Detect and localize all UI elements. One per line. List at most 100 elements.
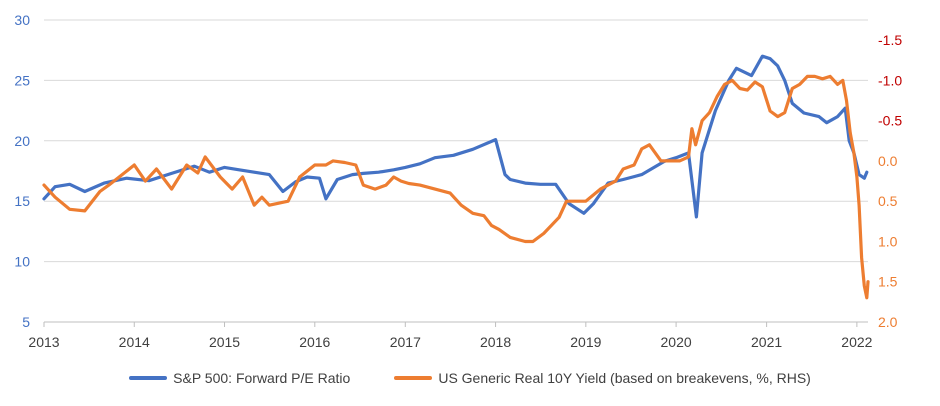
series-1-point-69 <box>761 85 764 89</box>
series-1-point-34 <box>433 187 437 191</box>
x-tick-2022: 2022 <box>841 334 872 350</box>
series-0-point-5 <box>125 177 128 180</box>
series-1-point-50 <box>614 179 617 183</box>
series-1-point-58 <box>687 155 690 159</box>
series-0-point-63 <box>863 177 866 180</box>
y-left-tick-5: 5 <box>22 314 30 330</box>
series-0-point-17 <box>318 177 321 180</box>
y-left-tick-30: 30 <box>14 12 30 28</box>
series-1-point-9 <box>155 167 158 171</box>
y-left-tick-25: 25 <box>14 72 30 88</box>
series-1-point-53 <box>640 147 643 151</box>
series-0-point-57 <box>825 121 828 124</box>
series-1-point-12 <box>196 171 199 175</box>
series-0-point-14 <box>281 190 285 193</box>
series-0-point-40 <box>640 173 643 176</box>
series-1-point-16 <box>241 175 244 179</box>
series-1-point-10 <box>170 187 173 191</box>
series-1-point-48 <box>584 200 587 203</box>
series-lines <box>42 54 870 300</box>
x-tick-2021: 2021 <box>751 334 782 350</box>
series-0-point-27 <box>452 154 455 157</box>
series-1-point-70 <box>768 109 772 113</box>
series-1-point-29 <box>384 183 388 187</box>
series-0-point-58 <box>836 115 839 118</box>
series-0-point-45 <box>700 151 704 155</box>
series-1-point-21 <box>298 175 301 179</box>
series-1-point-8 <box>144 179 147 183</box>
series-0-point-60 <box>848 139 851 142</box>
series-0-point-28 <box>471 148 474 151</box>
series-1-point-87 <box>863 284 866 287</box>
y-right-tick--0.5: -0.5 <box>878 113 902 129</box>
series-0-point-52 <box>776 64 779 68</box>
series-0-point-64 <box>865 171 868 174</box>
series-0-point-4 <box>102 181 106 185</box>
series-1-point-28 <box>373 187 377 191</box>
series-0-point-35 <box>567 202 571 205</box>
series-1-point-49 <box>599 187 602 191</box>
series-0-point-36 <box>582 212 586 215</box>
series-1-point-59 <box>690 127 694 130</box>
tick-labels: 5 10 15 20 25 30 2.0 1.5 1.0 0.5 0.0 -0.5 -1.0 -1.5 20… <box>14 12 902 350</box>
series-1-point-22 <box>313 163 316 167</box>
series-0-point-31 <box>509 178 512 181</box>
series-0-point-2 <box>68 183 71 186</box>
series-1-point-17 <box>253 204 256 207</box>
series-0-point-13 <box>268 173 271 176</box>
series-0-point-42 <box>674 156 678 159</box>
series-0-point-11 <box>237 168 241 171</box>
series-0-point-32 <box>524 181 527 185</box>
series-1-point-18 <box>260 196 264 199</box>
series-1-point-77 <box>821 77 824 81</box>
series-1-point-68 <box>753 80 757 84</box>
series-1-point-30 <box>392 175 395 179</box>
series-0-point-20 <box>351 173 354 176</box>
series-1-point-3 <box>83 209 87 213</box>
series-1-point-61 <box>700 119 704 122</box>
series-1-point-40 <box>497 228 501 231</box>
series-1-point-83 <box>852 151 856 155</box>
series-1-point-41 <box>509 236 512 239</box>
series-1-point-46 <box>565 200 568 203</box>
series-1-point-37 <box>471 212 474 215</box>
legend-label-real-yield: US Generic Real 10Y Yield (based on brea… <box>438 370 811 386</box>
series-1-point-44 <box>542 232 545 235</box>
legend-item-real-yield: US Generic Real 10Y Yield (based on brea… <box>394 370 811 386</box>
x-tick-2018: 2018 <box>480 334 511 350</box>
series-0-point-25 <box>418 162 422 165</box>
y-right-tick-2.0: 2.0 <box>878 314 898 330</box>
series-1-point-85 <box>857 204 861 207</box>
legend-label-pe: S&P 500: Forward P/E Ratio <box>173 370 351 386</box>
y-left-tick-10: 10 <box>14 254 30 270</box>
series-1-point-45 <box>557 216 561 219</box>
series-1-point-33 <box>418 183 422 187</box>
series-1-point-86 <box>860 256 863 259</box>
series-1-point-72 <box>783 111 786 114</box>
y-right-tick--1.5: -1.5 <box>878 32 902 48</box>
legend: S&P 500: Forward P/E Ratio US Generic Re… <box>0 370 940 386</box>
series-0-point-7 <box>170 172 173 175</box>
series-1-point-25 <box>343 161 346 164</box>
series-1-point-76 <box>813 75 816 78</box>
series-0-point-30 <box>503 173 507 176</box>
series-1-point-6 <box>118 175 121 179</box>
axes <box>43 321 868 327</box>
series-0-point-51 <box>768 57 772 60</box>
legend-item-pe: S&P 500: Forward P/E Ratio <box>129 370 350 386</box>
series-0-point-39 <box>622 178 625 181</box>
series-1-point-38 <box>482 214 486 217</box>
legend-swatch-pe <box>129 376 168 380</box>
series-0-point-50 <box>761 55 764 58</box>
series-1-point-66 <box>738 87 742 90</box>
series-1-point-79 <box>836 83 839 86</box>
series-1-point-81 <box>845 99 848 102</box>
series-1-point-89 <box>866 280 870 283</box>
series-1-point-88 <box>865 296 868 299</box>
series-0-point-10 <box>223 166 226 169</box>
series-1-point-23 <box>324 163 328 167</box>
series-1-point-2 <box>68 208 71 211</box>
series-1-point-32 <box>407 182 410 185</box>
series-1-point-67 <box>746 88 749 92</box>
series-1-point-56 <box>667 159 670 163</box>
